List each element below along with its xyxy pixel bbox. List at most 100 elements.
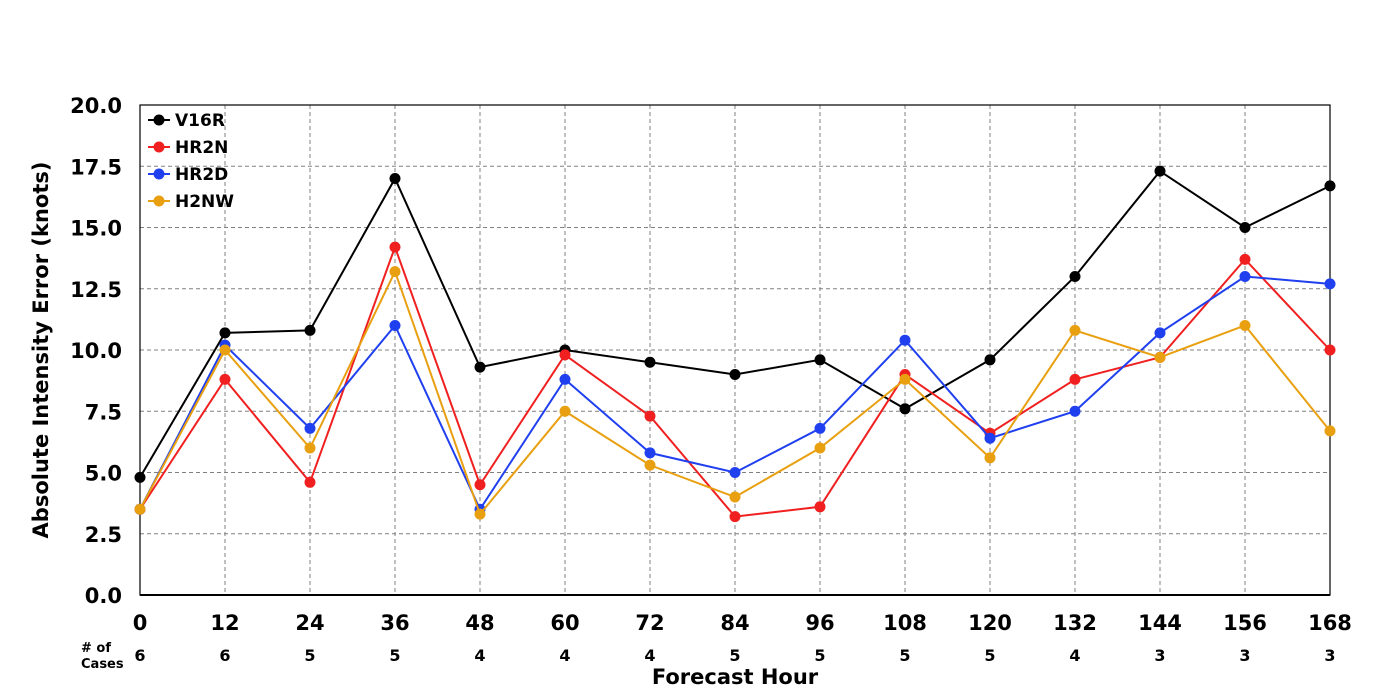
series-v16r bbox=[134, 165, 1336, 483]
data-point bbox=[644, 410, 656, 422]
data-point bbox=[899, 403, 911, 415]
y-tick-label: 7.5 bbox=[85, 400, 122, 424]
data-point bbox=[559, 405, 571, 417]
y-tick-label: 10.0 bbox=[70, 339, 122, 363]
case-count-label: 4 bbox=[1069, 646, 1080, 665]
series-h2nw bbox=[134, 266, 1336, 520]
case-count-label: 5 bbox=[729, 646, 740, 665]
data-point bbox=[1324, 180, 1336, 192]
data-point bbox=[814, 354, 826, 366]
series-group bbox=[134, 165, 1336, 523]
data-point bbox=[1239, 222, 1251, 233]
data-point bbox=[729, 369, 741, 380]
x-tick-label: 144 bbox=[1138, 611, 1182, 635]
data-point bbox=[814, 422, 826, 434]
case-count-label: 4 bbox=[559, 646, 570, 665]
data-point bbox=[1239, 253, 1251, 265]
data-point bbox=[304, 422, 316, 434]
y-tick-label: 2.5 bbox=[85, 523, 122, 547]
legend-item-v16r: V16R bbox=[148, 111, 225, 131]
data-point bbox=[729, 467, 741, 478]
data-point bbox=[814, 501, 826, 513]
data-point bbox=[1154, 327, 1166, 339]
y-tick-label: 0.0 bbox=[85, 584, 122, 608]
x-axis-title: Forecast Hour bbox=[652, 665, 819, 689]
legend-label: HR2D bbox=[175, 165, 228, 185]
case-count-label: 4 bbox=[474, 646, 485, 665]
legend: V16R HR2N HR2D H2NW bbox=[148, 111, 234, 212]
data-point bbox=[899, 334, 911, 346]
data-point bbox=[474, 479, 486, 491]
series-hr2n bbox=[134, 241, 1336, 523]
case-count-label: 5 bbox=[814, 646, 825, 665]
legend-label: H2NW bbox=[175, 192, 234, 212]
x-tick-label: 168 bbox=[1308, 611, 1352, 635]
data-point bbox=[984, 452, 996, 464]
data-point bbox=[1069, 324, 1081, 336]
data-point bbox=[474, 508, 486, 520]
y-axis: 0.0 2.5 5.0 7.5 10.0 12.5 15.0 17.5 20.0 bbox=[70, 94, 122, 608]
data-point bbox=[814, 442, 826, 454]
data-point bbox=[644, 356, 656, 368]
data-point bbox=[389, 173, 401, 184]
y-tick-label: 12.5 bbox=[70, 278, 122, 302]
data-point bbox=[304, 442, 316, 454]
case-count-label: 6 bbox=[219, 646, 230, 665]
x-tick-label: 156 bbox=[1223, 611, 1267, 635]
x-axis: 0 12 24 36 48 60 72 84 96 108 120 132 144 156 168 bbox=[133, 594, 1352, 635]
legend-marker bbox=[153, 195, 165, 207]
data-point bbox=[984, 354, 996, 366]
legend-marker bbox=[153, 114, 165, 126]
data-point bbox=[899, 373, 911, 385]
case-count-label: 4 bbox=[644, 646, 655, 665]
data-point bbox=[644, 459, 656, 471]
data-point bbox=[389, 241, 401, 253]
data-point bbox=[1069, 405, 1081, 417]
data-point bbox=[134, 471, 146, 483]
case-count-label: 3 bbox=[1239, 646, 1250, 665]
x-tick-label: 96 bbox=[805, 611, 834, 635]
cases-label-line1: # of bbox=[81, 641, 111, 656]
data-point bbox=[559, 373, 571, 385]
case-count-label: 6 bbox=[134, 646, 145, 665]
data-point bbox=[134, 503, 146, 515]
legend-marker bbox=[153, 141, 165, 153]
legend-label: V16R bbox=[175, 111, 225, 131]
data-point bbox=[304, 476, 316, 488]
data-point bbox=[984, 432, 996, 444]
y-axis-title: Absolute Intensity Error (knots) bbox=[29, 162, 53, 539]
data-point bbox=[729, 491, 741, 503]
data-point bbox=[304, 324, 316, 336]
data-point bbox=[1324, 344, 1336, 356]
data-point bbox=[219, 373, 231, 385]
x-tick-label: 48 bbox=[465, 611, 494, 635]
data-point bbox=[389, 320, 401, 331]
legend-item-hr2n: HR2N bbox=[148, 138, 228, 158]
x-tick-label: 0 bbox=[133, 611, 148, 635]
data-point bbox=[1324, 425, 1336, 437]
case-count-row: 6 6 5 5 4 4 4 5 5 5 5 4 3 3 3 bbox=[134, 646, 1335, 665]
x-tick-label: 72 bbox=[635, 611, 664, 635]
legend-label: HR2N bbox=[175, 138, 228, 158]
data-point bbox=[1239, 271, 1251, 282]
legend-item-h2nw: H2NW bbox=[148, 192, 234, 212]
x-tick-label: 36 bbox=[380, 611, 409, 635]
data-point bbox=[559, 349, 571, 361]
x-tick-label: 120 bbox=[968, 611, 1012, 635]
x-tick-label: 12 bbox=[210, 611, 239, 635]
data-point bbox=[474, 361, 486, 373]
case-count-label: 3 bbox=[1324, 646, 1335, 665]
data-point bbox=[1069, 373, 1081, 385]
cases-label-line2: Cases bbox=[81, 657, 124, 672]
case-count-label: 5 bbox=[389, 646, 400, 665]
data-point bbox=[1154, 165, 1166, 177]
data-point bbox=[1069, 271, 1081, 282]
case-count-label: 5 bbox=[304, 646, 315, 665]
x-tick-label: 60 bbox=[550, 611, 579, 635]
x-tick-label: 84 bbox=[720, 611, 749, 635]
legend-marker bbox=[153, 168, 165, 180]
data-point bbox=[389, 266, 401, 278]
data-point bbox=[1324, 278, 1336, 290]
y-tick-label: 5.0 bbox=[85, 462, 122, 486]
